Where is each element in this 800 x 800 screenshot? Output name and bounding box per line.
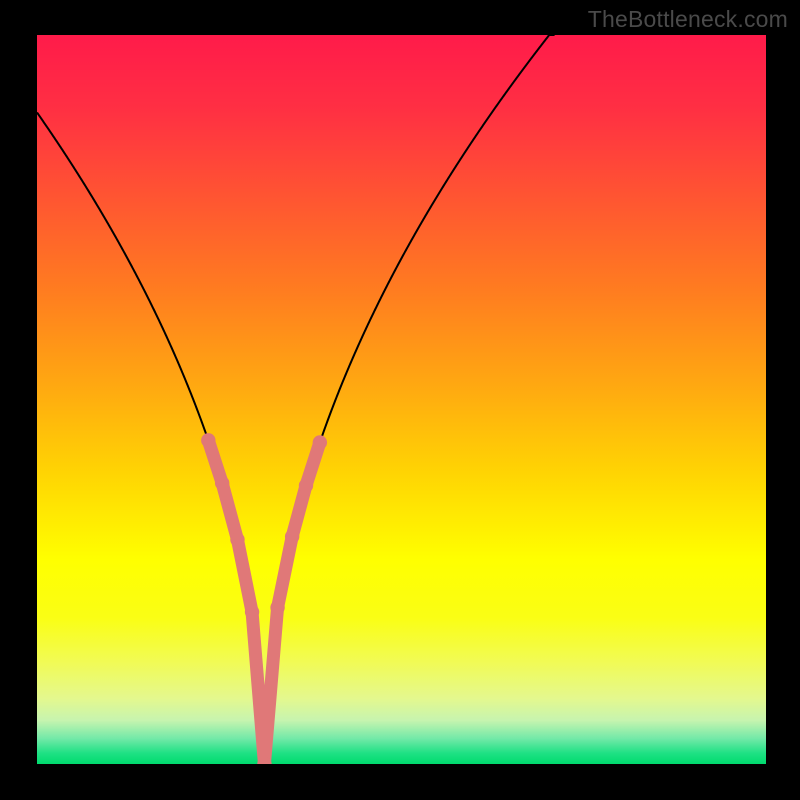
marker-dot [245,605,259,619]
marker-dot [285,529,299,543]
marker-dot [313,435,327,449]
marker-dot [270,600,284,614]
bottleneck-curve [37,35,555,743]
marker-series [201,433,327,764]
marker-dot [299,478,313,492]
marker-dot [230,532,244,546]
plot-area [37,35,766,764]
curve-layer [37,35,766,764]
marker-dot [201,433,215,447]
marker-dot [215,476,229,490]
watermark-text: TheBottleneck.com [588,6,788,33]
